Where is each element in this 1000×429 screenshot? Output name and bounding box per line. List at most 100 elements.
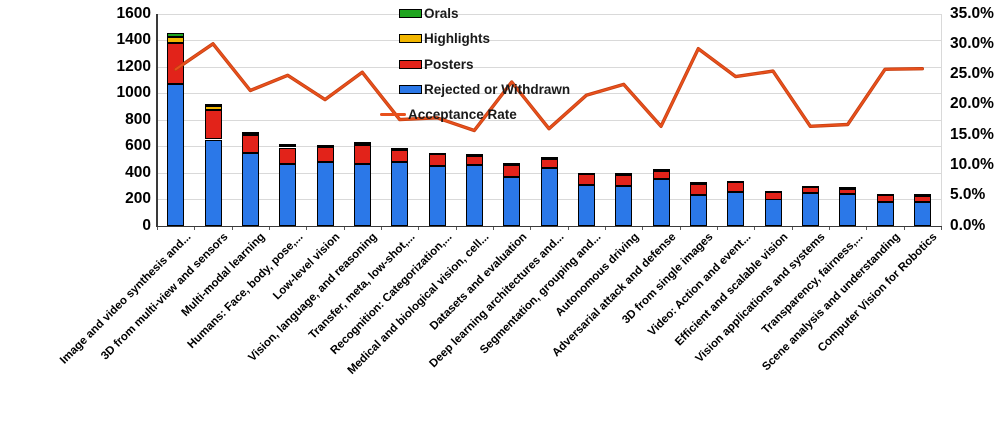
left-axis-tick-label: 0 bbox=[142, 216, 151, 234]
bar-segment-rejected-or-withdrawn bbox=[167, 83, 185, 226]
bar-segment-rejected-or-withdrawn bbox=[801, 192, 819, 226]
right-axis-tick-label: 15.0% bbox=[950, 125, 994, 143]
right-axis-tick-label: 0.0% bbox=[950, 216, 986, 234]
bar-segment-posters bbox=[279, 147, 297, 165]
left-axis-tick-label: 1600 bbox=[116, 4, 151, 22]
x-axis-tick bbox=[679, 225, 681, 231]
right-axis-tick-label: 30.0% bbox=[950, 34, 994, 52]
bar-segment-rejected-or-withdrawn bbox=[204, 139, 222, 226]
legend-item-posters: Posters bbox=[399, 52, 474, 77]
bar-segment-rejected-or-withdrawn bbox=[577, 184, 595, 226]
bar-segment-highlights bbox=[167, 36, 185, 43]
x-axis-tick bbox=[418, 225, 420, 231]
bar-segment-posters bbox=[353, 145, 371, 164]
bar-segment-rejected-or-withdrawn bbox=[876, 202, 894, 226]
left-axis-tick-label: 200 bbox=[125, 190, 151, 208]
legend-box-marker bbox=[399, 34, 422, 44]
bar-segment-orals bbox=[465, 154, 483, 157]
bar-segment-orals bbox=[353, 142, 371, 145]
bar-segment-rejected-or-withdrawn bbox=[652, 178, 670, 226]
x-axis-tick bbox=[717, 225, 718, 231]
right-axis-tick-label: 10.0% bbox=[950, 156, 994, 174]
right-axis-tick-label: 25.0% bbox=[950, 65, 994, 83]
x-axis-tick bbox=[754, 225, 756, 231]
legend-item-highlights: Highlights bbox=[399, 26, 490, 51]
legend-item-acceptance-rate: Acceptance Rate bbox=[380, 102, 517, 127]
bar-segment-orals bbox=[839, 187, 857, 190]
x-axis-tick bbox=[231, 225, 233, 231]
x-axis-tick bbox=[642, 225, 644, 231]
legend-item-orals: Orals bbox=[399, 1, 459, 26]
gridline-800 bbox=[157, 119, 941, 121]
bar-segment-orals bbox=[204, 104, 222, 107]
x-axis-tick bbox=[194, 225, 196, 231]
bar-segment-orals bbox=[615, 173, 633, 176]
right-axis-tick-label: 35.0% bbox=[950, 4, 994, 22]
bar-segment-rejected-or-withdrawn bbox=[353, 163, 371, 226]
legend-line-marker bbox=[380, 113, 406, 117]
left-axis-tick-label: 1200 bbox=[116, 57, 151, 75]
bar-segment-rejected-or-withdrawn bbox=[279, 164, 297, 226]
bar-segment-orals bbox=[727, 180, 745, 183]
bar-segment-orals bbox=[428, 152, 446, 155]
gridline-1000 bbox=[157, 93, 941, 95]
bar-segment-orals bbox=[577, 172, 595, 175]
legend-label: Rejected or Withdrawn bbox=[424, 81, 571, 97]
bar-segment-orals bbox=[279, 144, 297, 147]
left-axis-tick-label: 400 bbox=[125, 163, 151, 181]
legend-box-marker bbox=[399, 9, 422, 18]
x-axis-tick bbox=[941, 225, 942, 231]
bar-segment-orals bbox=[801, 185, 819, 188]
plot-right-border bbox=[941, 13, 942, 226]
bar-segment-orals bbox=[241, 132, 259, 135]
bar-segment-rejected-or-withdrawn bbox=[913, 202, 931, 226]
bar-segment-orals bbox=[391, 148, 409, 151]
bar-segment-orals bbox=[689, 181, 707, 184]
legend-label: Acceptance Rate bbox=[408, 107, 517, 123]
bar-segment-rejected-or-withdrawn bbox=[465, 165, 483, 226]
x-axis-tick bbox=[306, 225, 308, 231]
y-axis-line bbox=[156, 13, 158, 228]
x-axis-tick bbox=[791, 225, 793, 231]
bar-segment-posters bbox=[204, 109, 222, 140]
bar-segment-rejected-or-withdrawn bbox=[428, 166, 446, 226]
legend-label: Highlights bbox=[424, 31, 490, 47]
bar-segment-posters bbox=[241, 134, 259, 154]
bar-segment-rejected-or-withdrawn bbox=[391, 161, 409, 226]
bar-segment-rejected-or-withdrawn bbox=[241, 153, 259, 226]
bar-segment-orals bbox=[167, 33, 185, 37]
x-axis-tick bbox=[455, 225, 457, 231]
x-axis-line bbox=[156, 225, 942, 228]
gridline-1200 bbox=[157, 66, 941, 68]
x-axis-tick bbox=[829, 225, 830, 231]
bar-segment-rejected-or-withdrawn bbox=[764, 199, 782, 226]
legend-label: Orals bbox=[424, 6, 459, 21]
legend-box-marker bbox=[399, 84, 422, 94]
legend-item-rejected-or-withdrawn: Rejected or Withdrawn bbox=[399, 77, 570, 102]
bar-segment-rejected-or-withdrawn bbox=[540, 168, 558, 226]
bar-segment-rejected-or-withdrawn bbox=[615, 185, 633, 226]
bar-segment-orals bbox=[764, 190, 782, 193]
bar-segment-orals bbox=[876, 193, 894, 196]
x-axis-tick bbox=[605, 225, 606, 231]
bar-segment-rejected-or-withdrawn bbox=[839, 193, 857, 226]
gridline-600 bbox=[157, 146, 941, 148]
bar-segment-orals bbox=[652, 169, 670, 172]
x-axis-tick bbox=[157, 225, 158, 231]
right-axis-tick-label: 20.0% bbox=[950, 95, 994, 113]
bar-segment-rejected-or-withdrawn bbox=[316, 162, 334, 226]
x-axis-tick bbox=[866, 225, 868, 231]
bar-segment-orals bbox=[913, 194, 931, 197]
left-axis-tick-label: 1400 bbox=[116, 31, 151, 48]
x-axis-tick bbox=[530, 225, 532, 231]
x-axis-tick bbox=[343, 225, 345, 231]
right-axis-tick-label: 5.0% bbox=[950, 186, 986, 204]
gridline-1600 bbox=[157, 13, 941, 15]
bar-segment-rejected-or-withdrawn bbox=[727, 191, 745, 226]
bar-segment-rejected-or-withdrawn bbox=[503, 177, 521, 226]
x-axis-tick bbox=[567, 225, 569, 231]
bar-segment-orals bbox=[503, 162, 521, 165]
left-axis-tick-label: 1000 bbox=[116, 84, 151, 102]
